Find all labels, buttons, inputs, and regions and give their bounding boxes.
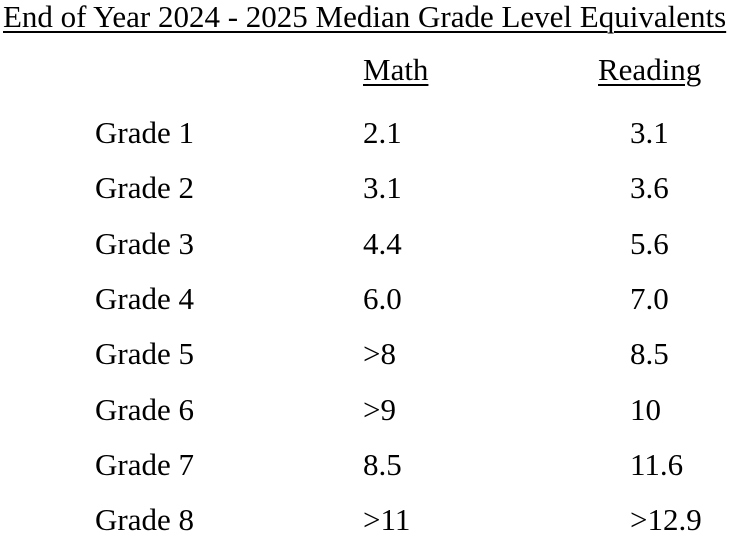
row-label-grade-5: Grade 5 — [95, 336, 194, 371]
reading-value-grade-5: 8.5 — [630, 336, 669, 371]
math-value-grade-4: 6.0 — [363, 281, 402, 316]
reading-value-grade-4: 7.0 — [630, 281, 669, 316]
row-label-grade-6: Grade 6 — [95, 392, 194, 427]
column-header-reading: Reading — [598, 52, 702, 87]
page-title: End of Year 2024 - 2025 Median Grade Lev… — [3, 0, 727, 34]
reading-value-grade-7: 11.6 — [630, 447, 684, 482]
table-row: Grade 8 >11 >12.9 — [0, 504, 744, 535]
math-value-grade-7: 8.5 — [363, 447, 402, 482]
table-row: Grade 5 >8 8.5 — [0, 338, 744, 369]
table-row: Grade 3 4.4 5.6 — [0, 228, 744, 259]
table-header-row: Math Reading — [0, 54, 744, 85]
table-row: Grade 6 >9 10 — [0, 394, 744, 425]
column-header-math: Math — [363, 52, 429, 87]
table-row: Grade 7 8.5 11.6 — [0, 449, 744, 480]
math-value-grade-3: 4.4 — [363, 226, 402, 261]
row-label-grade-4: Grade 4 — [95, 281, 194, 316]
math-value-grade-5: >8 — [363, 336, 396, 371]
math-value-grade-2: 3.1 — [363, 170, 402, 205]
math-value-grade-8: >11 — [363, 502, 411, 537]
row-label-grade-7: Grade 7 — [95, 447, 194, 482]
reading-value-grade-1: 3.1 — [630, 115, 669, 150]
row-label-grade-2: Grade 2 — [95, 170, 194, 205]
reading-value-grade-6: 10 — [630, 392, 661, 427]
math-value-grade-6: >9 — [363, 392, 396, 427]
row-label-grade-3: Grade 3 — [95, 226, 194, 261]
reading-value-grade-3: 5.6 — [630, 226, 669, 261]
reading-value-grade-8: >12.9 — [630, 502, 702, 537]
row-label-grade-1: Grade 1 — [95, 115, 194, 150]
reading-value-grade-2: 3.6 — [630, 170, 669, 205]
table-row: Grade 2 3.1 3.6 — [0, 172, 744, 203]
table-row: Grade 4 6.0 7.0 — [0, 283, 744, 314]
row-label-grade-8: Grade 8 — [95, 502, 194, 537]
table-row: Grade 1 2.1 3.1 — [0, 117, 744, 148]
math-value-grade-1: 2.1 — [363, 115, 402, 150]
